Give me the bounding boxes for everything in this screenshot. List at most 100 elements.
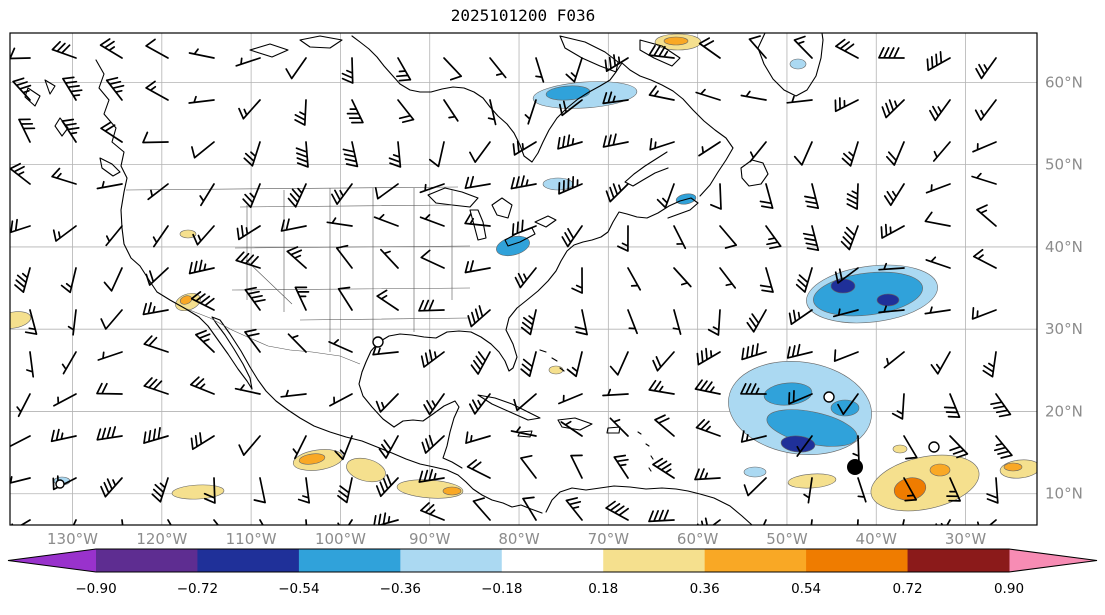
wind-barb: [489, 57, 507, 79]
wind-barb: [746, 309, 767, 333]
wind-barb: [294, 286, 310, 311]
colorbar-segment: [806, 549, 909, 572]
wind-barb: [510, 175, 537, 190]
wind-barb: [443, 99, 459, 122]
wind-barb: [420, 249, 445, 269]
caribbean-islands: [477, 349, 654, 472]
wind-barb: [835, 38, 859, 59]
wind-barb: [151, 477, 169, 503]
lon-tick-label: 60°W: [677, 530, 719, 548]
wind-barb: [143, 427, 169, 444]
wind-barb: [558, 176, 583, 195]
wind-barb: [971, 307, 997, 320]
wind-barb: [235, 57, 261, 67]
wind-barb: [883, 183, 905, 207]
wind-barb: [648, 379, 675, 395]
wind-barb: [286, 246, 307, 269]
lon-tick-label: 70°W: [588, 530, 630, 548]
wind-barb: [748, 35, 767, 59]
lon-tick-label: 100°W: [315, 530, 366, 548]
wind-barb: [10, 435, 31, 448]
wind-barb: [520, 454, 537, 479]
wind-barb: [609, 417, 629, 437]
wind-barb: [99, 38, 123, 59]
lat-tick-label: 60°N: [1045, 73, 1083, 91]
wind-barb: [337, 477, 353, 504]
wind-barb: [100, 477, 123, 498]
wind-barb: [464, 175, 491, 190]
wind-barb: [881, 99, 905, 119]
wind-barb: [60, 267, 77, 294]
wind-barb: [235, 251, 261, 269]
wind-barb: [423, 393, 445, 416]
coastline-south-america: [545, 485, 753, 525]
wind-barb: [96, 382, 123, 395]
wind-barb: [522, 496, 537, 521]
lat-tick-label: 50°N: [1045, 156, 1083, 174]
wind-barb: [12, 77, 32, 101]
wind-barb: [765, 225, 782, 250]
wind-barb: [67, 309, 77, 336]
wind-barb: [72, 519, 77, 525]
wind-barb: [973, 519, 997, 525]
wind-barb: [105, 225, 123, 247]
wind-barb: [61, 351, 77, 375]
lon-tick-label: 120°W: [136, 530, 187, 548]
wind-barb: [145, 267, 169, 286]
wind-barb: [190, 291, 215, 311]
colorbar: −0.90 −0.72 −0.54 −0.36 −0.18 0.18 0.36 0.54 0.7…: [7, 548, 1098, 597]
wind-barb: [982, 351, 997, 378]
wind-barb: [143, 377, 169, 395]
wind-barb: [565, 497, 583, 521]
open-circle-marker: [55, 479, 65, 489]
wind-barb: [388, 141, 402, 168]
wind-barb: [97, 351, 123, 361]
shaded-region: [496, 235, 530, 257]
wind-barb: [786, 95, 813, 104]
wind-barb: [795, 267, 813, 293]
wind-barb: [511, 219, 537, 236]
wind-barb: [857, 477, 867, 503]
wind-barb: [520, 309, 537, 336]
wind-barb: [26, 351, 35, 378]
wind-barb: [419, 183, 445, 194]
island-newfoundland: [740, 159, 769, 187]
shaded-region: [929, 463, 951, 477]
wind-barb: [788, 389, 813, 405]
wind-barb: [100, 309, 123, 330]
wind-barb: [62, 76, 83, 101]
wind-barb: [145, 80, 169, 101]
colorbar-segment: [603, 549, 706, 572]
wind-barb: [468, 393, 491, 415]
wind-barb: [188, 48, 215, 59]
wind-barb: [10, 476, 31, 484]
wind-barb: [672, 309, 682, 335]
wind-barb: [11, 519, 31, 525]
wind-barb: [570, 454, 583, 479]
wind-barb: [188, 259, 215, 275]
wind-barb: [627, 267, 642, 291]
open-circle-marker: [928, 441, 940, 453]
wind-barb: [740, 430, 767, 443]
wind-barb: [464, 260, 491, 274]
wind-barb: [147, 183, 169, 201]
wind-barb: [238, 99, 261, 120]
wind-barb: [512, 140, 537, 156]
wind-barb: [514, 267, 537, 289]
shaded-region: [10, 311, 32, 329]
wind-barb: [949, 435, 969, 459]
shaded-region: [179, 229, 197, 239]
wind-barb: [467, 305, 491, 328]
colorbar-tick-label: 0.54: [791, 581, 821, 597]
wind-barb: [834, 97, 859, 113]
wind-barb: [832, 308, 859, 318]
wind-barb: [253, 477, 266, 504]
wind-barb: [558, 99, 583, 117]
wind-barb: [297, 477, 311, 504]
political-borders: [125, 186, 471, 365]
wind-barb: [566, 351, 583, 378]
shaded-region: [1003, 462, 1023, 472]
wind-barb: [852, 435, 860, 462]
wind-barb: [878, 262, 905, 271]
